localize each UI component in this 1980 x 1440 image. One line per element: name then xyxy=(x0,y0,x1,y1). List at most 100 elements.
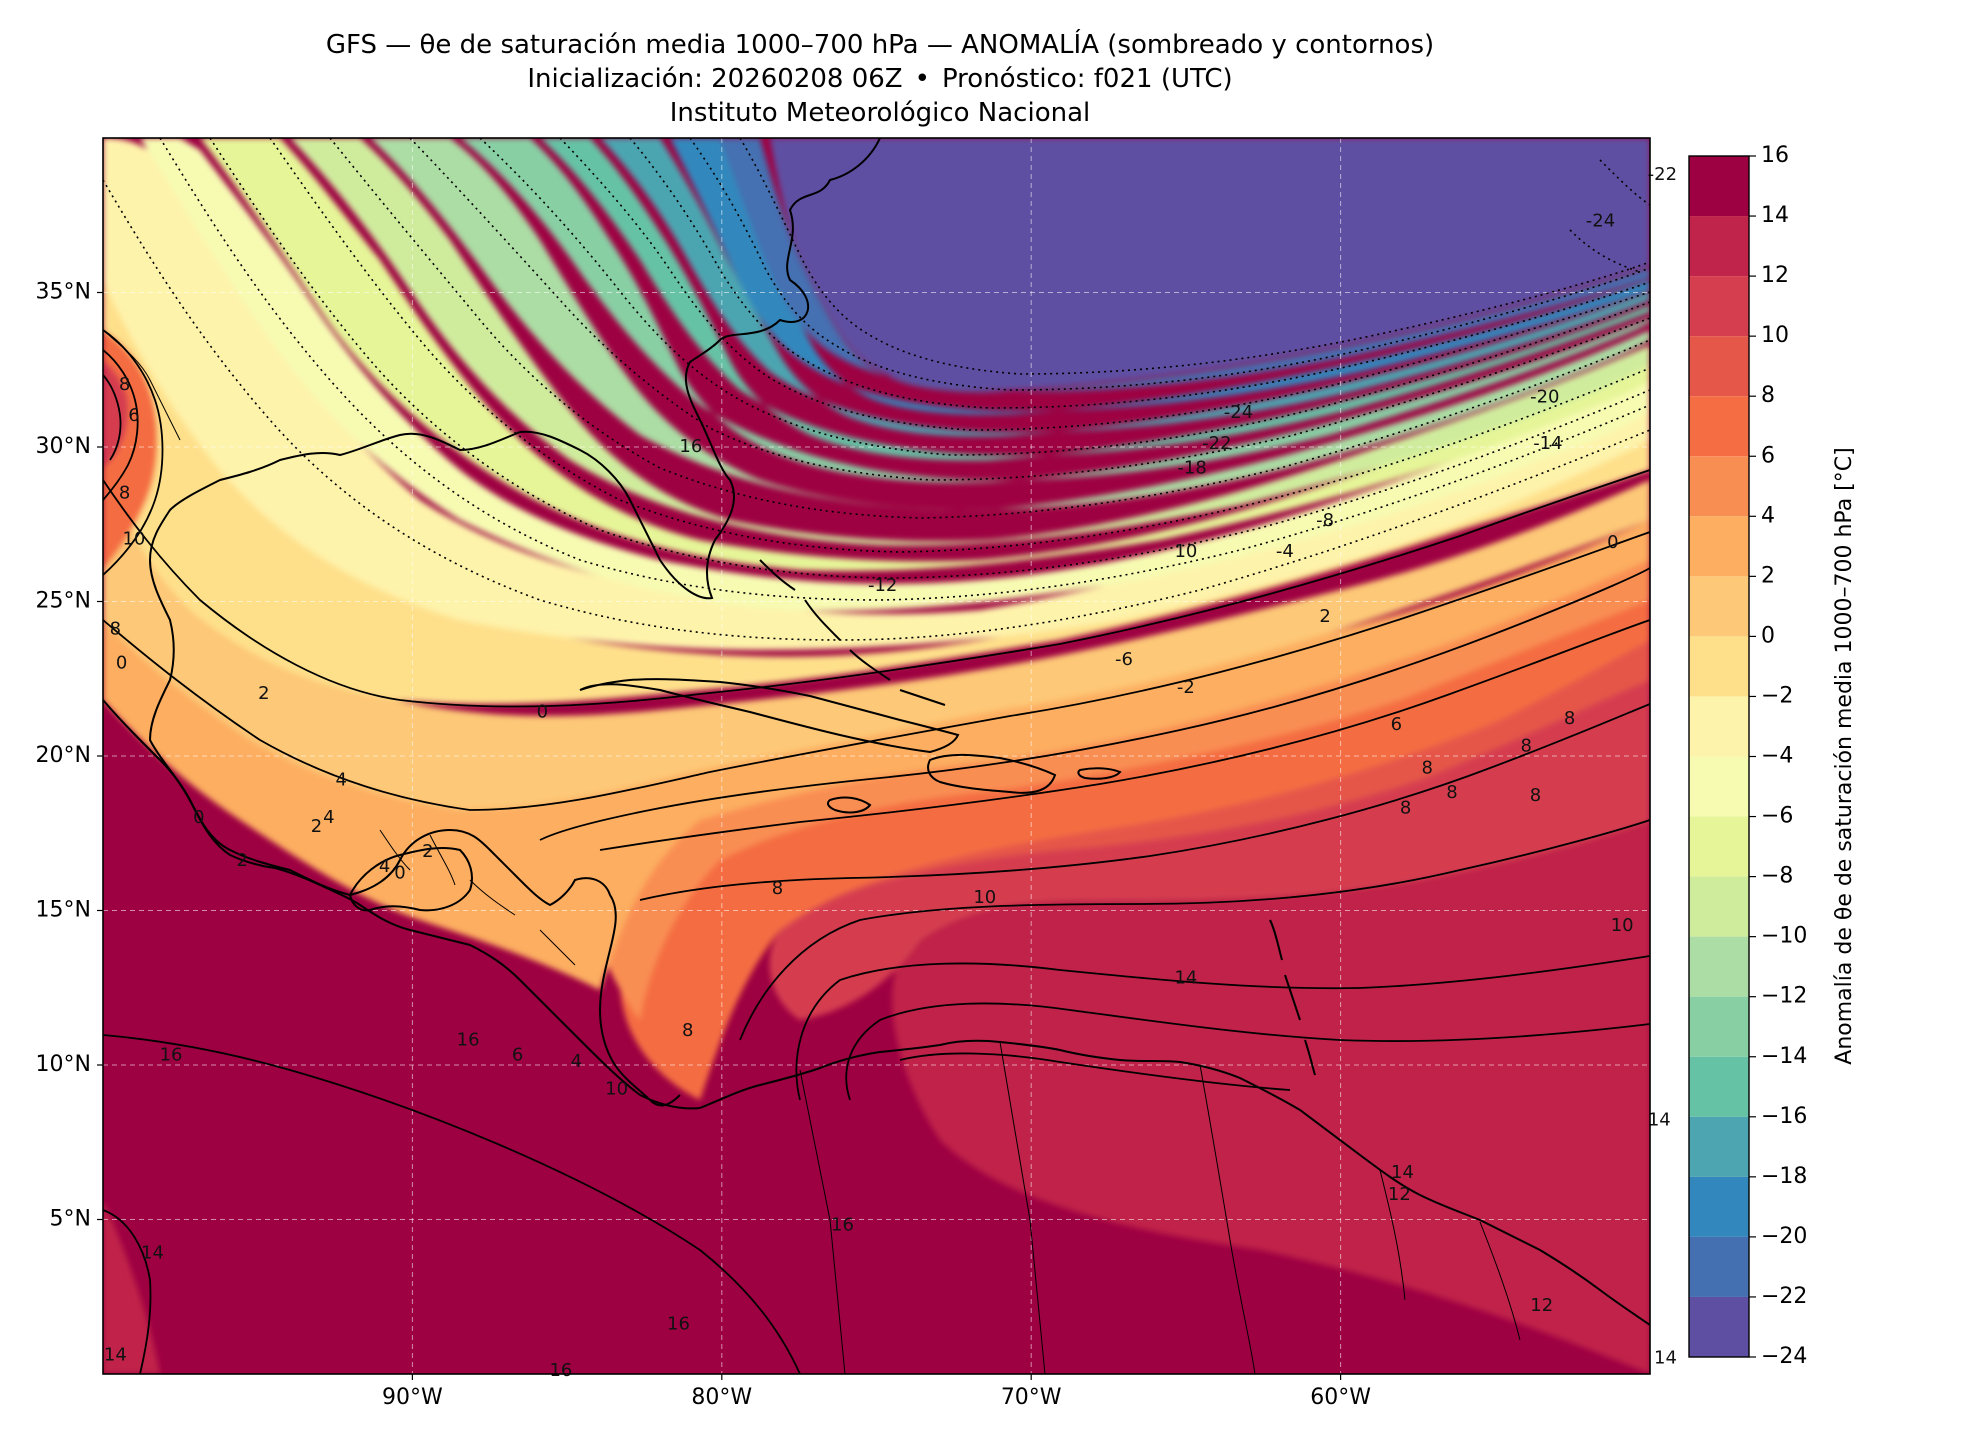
contour-12 xyxy=(795,955,1650,1101)
colorbar-tick-label: 0 xyxy=(1761,623,1775,648)
colorbar: 16 14 12 10 8 6 4 2 0 −2 −4 −6 −8 −10 −12 −14 −16 −18 −20 −… xyxy=(1688,143,1857,1369)
colorbar-tick-label: 2 xyxy=(1761,563,1775,588)
coastline-cuba xyxy=(579,678,960,754)
coastline-us-east xyxy=(148,138,881,1107)
lat-tick-label: 20°N xyxy=(36,743,91,768)
band-2 xyxy=(103,520,1650,990)
coastline-pacific-mex xyxy=(103,699,701,1110)
contour-label: 6 xyxy=(1391,714,1402,735)
contour-minus20 xyxy=(629,138,1650,409)
colorbar-band xyxy=(1689,336,1749,397)
forecast-hour-label: Pronóstico: f021 (UTC) xyxy=(941,64,1233,94)
colorbar-tick-label: 4 xyxy=(1761,503,1775,528)
contour-label: 4 xyxy=(336,770,347,791)
contour-4 xyxy=(539,567,1650,841)
border-south-america xyxy=(799,1041,1521,1374)
colorbar-band xyxy=(1689,816,1749,877)
contour-label: 16 xyxy=(831,1215,854,1236)
contour-label: 12 xyxy=(1388,1184,1411,1205)
lon-tick-label: 90°W xyxy=(382,1385,443,1410)
coastline-bahamas xyxy=(759,559,946,706)
colorbar-tick-label: 6 xyxy=(1761,443,1775,468)
contour-minus16 xyxy=(479,138,1650,456)
colorbar-label: Anomalía de θe de saturación media 1000–… xyxy=(1832,447,1857,1064)
contour-label: 0 xyxy=(116,652,127,673)
colorbar-band xyxy=(1689,1236,1749,1297)
colorbar-tick-label: −10 xyxy=(1761,924,1807,949)
contour-label: 6 xyxy=(128,405,139,426)
contour-label: 14 xyxy=(1654,1348,1677,1369)
contour-label: 10 xyxy=(973,887,996,908)
contour-minus6 xyxy=(159,138,1650,601)
contour-14 xyxy=(845,1002,1650,1101)
contour-label: 10 xyxy=(1611,915,1634,936)
lat-tick-label: 30°N xyxy=(36,434,91,459)
contour-label: -14 xyxy=(1533,433,1562,454)
contour-label: 10 xyxy=(122,529,145,550)
colorbar-band xyxy=(1689,1056,1749,1117)
shading-bands xyxy=(103,138,1650,1374)
band-minus24 xyxy=(770,138,1650,391)
contour-label: 8 xyxy=(1521,736,1532,757)
colorbar-tick-label: −22 xyxy=(1761,1284,1807,1309)
colorbar-tick-label: −4 xyxy=(1761,744,1793,769)
contour-label: -8 xyxy=(1316,510,1334,531)
init-time-label: Inicialización: 20260208 06Z xyxy=(527,64,903,94)
contour-label: -12 xyxy=(868,575,897,596)
contour-label: 2 xyxy=(237,850,248,871)
colorbar-band xyxy=(1689,696,1749,757)
colorbar-tick-label: −8 xyxy=(1761,864,1793,889)
contour-label: 12 xyxy=(1530,1295,1553,1316)
contour-14-pacific xyxy=(103,1209,152,1374)
contour-label: 10 xyxy=(605,1079,628,1100)
colorbar-tick-label: −24 xyxy=(1761,1344,1807,1369)
coastline-south-america xyxy=(699,1039,1650,1326)
contour-label: -18 xyxy=(1177,458,1206,479)
contour-16-east xyxy=(899,1052,1291,1091)
colorbar-ticks: 16 14 12 10 8 6 4 2 0 −2 −4 −6 −8 −10 −12 −14 −16 −18 −20 −… xyxy=(1749,143,1807,1369)
colorbar-band xyxy=(1689,636,1749,697)
colorbar-band xyxy=(1689,276,1749,337)
contour-minus12 xyxy=(329,138,1650,519)
colorbar-tick-label: −20 xyxy=(1761,1224,1807,1249)
band-0 xyxy=(103,440,1650,810)
colorbar-band xyxy=(1689,216,1749,277)
latitude-axis: 35°N 30°N 25°N 20°N 15°N 10°N 5°N xyxy=(36,280,103,1232)
lon-tick-label: 80°W xyxy=(691,1385,752,1410)
title-separator: • xyxy=(914,64,930,94)
contour-labels: 16-12-6-22-410-8-18-22-24-20-140-24-2220… xyxy=(104,164,1677,1381)
colorbar-tick-label: 12 xyxy=(1761,263,1789,288)
contour-label: 8 xyxy=(772,878,783,899)
contour-label: 14 xyxy=(104,1344,127,1365)
contour-0 xyxy=(103,469,1650,708)
lat-tick-label: 25°N xyxy=(36,589,91,614)
colorbar-tick-label: 8 xyxy=(1761,383,1775,408)
colorbar-band xyxy=(1689,876,1749,937)
colorbar-tick-label: 10 xyxy=(1761,323,1789,348)
contour-label: 8 xyxy=(119,374,130,395)
contour-label: 16 xyxy=(457,1029,480,1050)
contour-minus4 xyxy=(103,179,1650,641)
colorbar-tick-label: −16 xyxy=(1761,1104,1807,1129)
coastline-lesser-antilles xyxy=(1269,919,1316,1076)
colorbar-band xyxy=(1689,156,1749,217)
longitude-axis: 90°W 80°W 70°W 60°W xyxy=(382,1374,1371,1410)
colorbar-tick-label: 14 xyxy=(1761,203,1789,228)
chart-subtitle: Inicialización: 20260208 06Z • Pronóstico:… xyxy=(100,62,1660,96)
contour-label: 16 xyxy=(160,1045,183,1066)
band-minus2 xyxy=(103,240,1650,705)
lon-tick-label: 70°W xyxy=(1001,1385,1062,1410)
contour-label: 4 xyxy=(571,1051,582,1072)
colorbar-tick-label: 16 xyxy=(1761,143,1789,168)
contour-label: 6 xyxy=(512,1045,523,1066)
contour-10 xyxy=(739,819,1650,1041)
lat-tick-label: 15°N xyxy=(36,898,91,923)
contour-label: 8 xyxy=(1530,785,1541,806)
contour-gulf-west-8 xyxy=(103,349,139,501)
contour-minus8 xyxy=(209,138,1650,579)
contour-label: 8 xyxy=(1446,782,1457,803)
contour-label: 16 xyxy=(549,1360,572,1381)
contour-label: 10 xyxy=(1174,541,1197,562)
contour-minus14 xyxy=(409,138,1650,481)
